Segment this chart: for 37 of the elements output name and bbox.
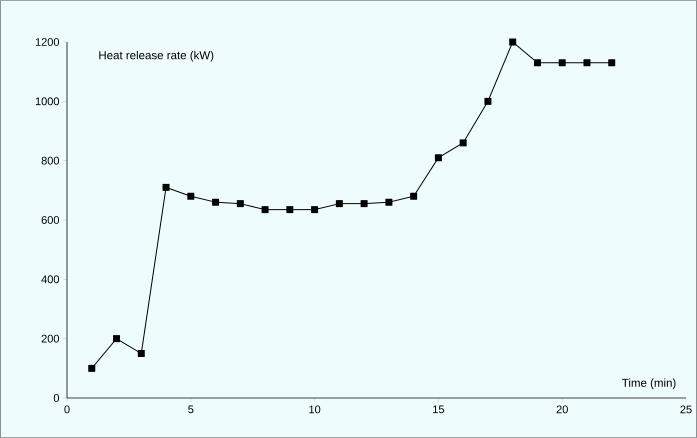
point	[360, 200, 368, 208]
x-tick-label: 15	[433, 406, 444, 414]
point	[385, 198, 392, 206]
point	[311, 206, 318, 214]
x-tick-label: 10	[309, 406, 320, 414]
point	[262, 206, 269, 214]
x-tick-label: 5	[188, 406, 194, 414]
point	[509, 38, 516, 46]
y-tick-label: 200	[42, 334, 60, 343]
y-tick-label: 0	[54, 394, 60, 402]
y-tick-label: 1000	[36, 97, 60, 106]
point	[608, 59, 616, 66]
point	[162, 184, 170, 191]
y-tick-label: 800	[42, 156, 60, 165]
point	[138, 350, 145, 357]
point	[410, 192, 418, 200]
point	[113, 335, 120, 342]
y-tick-label: 1200	[36, 38, 60, 46]
x-tick-label: 0	[64, 406, 70, 414]
point	[460, 139, 467, 146]
point	[236, 200, 244, 208]
point	[484, 98, 492, 105]
point	[286, 206, 294, 214]
point	[212, 198, 220, 206]
x-tick-label: 25	[680, 406, 692, 414]
x-axis-title: Time (min)	[622, 378, 676, 390]
y-tick-label: 600	[42, 216, 60, 224]
point	[558, 59, 566, 66]
point	[187, 192, 194, 200]
point	[534, 59, 541, 66]
point	[434, 154, 442, 162]
x-tick-label: 20	[556, 406, 568, 414]
point	[583, 59, 590, 66]
y-axis-title: Heat release rate (kW)	[99, 50, 214, 62]
point	[336, 200, 343, 208]
y-tick-label: 400	[41, 275, 60, 284]
point	[88, 364, 96, 372]
